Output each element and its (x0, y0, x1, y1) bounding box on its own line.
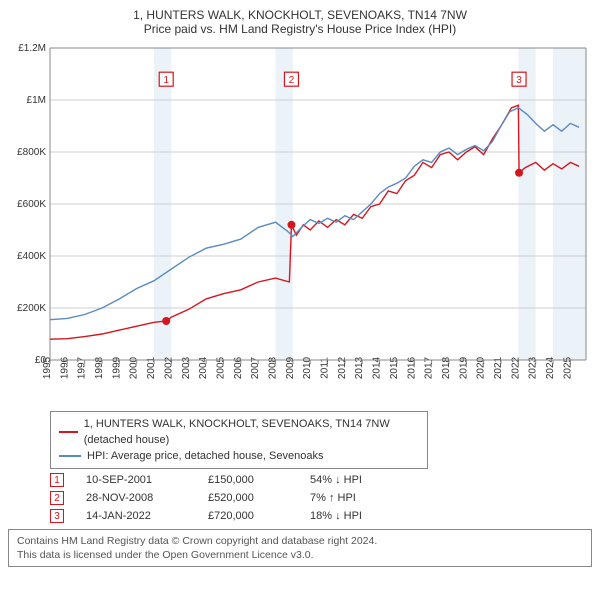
legend-swatch (59, 431, 78, 433)
event-delta: 54% ↓ HPI (310, 474, 400, 486)
svg-text:£600K: £600K (17, 199, 46, 210)
svg-text:£400K: £400K (17, 251, 46, 262)
event-row: 2 28-NOV-2008 £520,000 7% ↑ HPI (50, 491, 592, 505)
footer-line: Contains HM Land Registry data © Crown c… (17, 534, 583, 548)
event-date: 14-JAN-2022 (86, 510, 186, 522)
event-marker-icon: 3 (50, 509, 64, 523)
legend-item-hpi: HPI: Average price, detached house, Seve… (59, 448, 419, 464)
footer-line: This data is licensed under the Open Gov… (17, 548, 583, 562)
footer-attribution: Contains HM Land Registry data © Crown c… (8, 529, 592, 567)
svg-text:£800K: £800K (17, 147, 46, 158)
chart-title-line1: 1, HUNTERS WALK, KNOCKHOLT, SEVENOAKS, T… (8, 8, 592, 22)
svg-text:£200K: £200K (17, 303, 46, 314)
chart-title-line2: Price paid vs. HM Land Registry's House … (8, 22, 592, 36)
event-delta: 7% ↑ HPI (310, 492, 400, 504)
legend-label: 1, HUNTERS WALK, KNOCKHOLT, SEVENOAKS, T… (84, 416, 419, 448)
event-marker-icon: 1 (50, 473, 64, 487)
legend-item-price-paid: 1, HUNTERS WALK, KNOCKHOLT, SEVENOAKS, T… (59, 416, 419, 448)
legend: 1, HUNTERS WALK, KNOCKHOLT, SEVENOAKS, T… (50, 411, 428, 469)
svg-text:£1M: £1M (27, 95, 46, 106)
line-chart-svg: £0£200K£400K£600K£800K£1M£1.2M1995199619… (8, 40, 592, 405)
event-row: 3 14-JAN-2022 £720,000 18% ↓ HPI (50, 509, 592, 523)
svg-text:3: 3 (516, 75, 522, 86)
event-price: £520,000 (208, 492, 288, 504)
svg-text:1: 1 (163, 75, 169, 86)
event-delta: 18% ↓ HPI (310, 510, 400, 522)
svg-text:2: 2 (289, 75, 295, 86)
event-price: £720,000 (208, 510, 288, 522)
event-marker-icon: 2 (50, 491, 64, 505)
event-table: 1 10-SEP-2001 £150,000 54% ↓ HPI 2 28-NOV-200… (50, 473, 592, 523)
event-row: 1 10-SEP-2001 £150,000 54% ↓ HPI (50, 473, 592, 487)
chart-area: £0£200K£400K£600K£800K£1M£1.2M1995199619… (8, 40, 592, 405)
svg-text:£1.2M: £1.2M (18, 43, 46, 54)
event-price: £150,000 (208, 474, 288, 486)
legend-label: HPI: Average price, detached house, Seve… (87, 448, 323, 464)
legend-swatch (59, 455, 81, 457)
event-date: 10-SEP-2001 (86, 474, 186, 486)
event-date: 28-NOV-2008 (86, 492, 186, 504)
